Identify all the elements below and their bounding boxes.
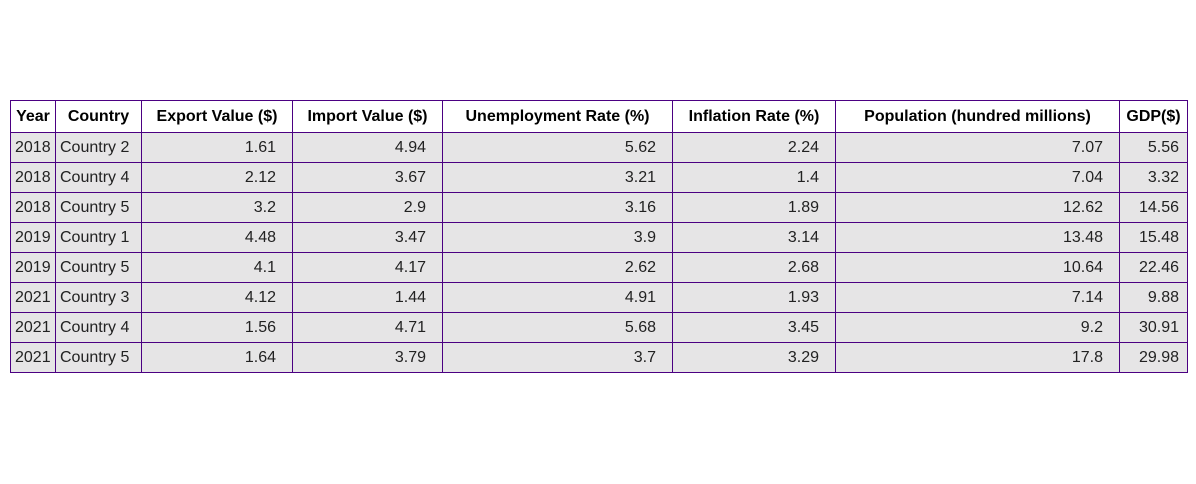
cell-unemployment-rate: 2.62 — [442, 252, 673, 283]
table-row: 2019 Country 1 4.48 3.47 3.9 3.14 13.48 15.48 — [10, 222, 1188, 253]
cell-year: 2021 — [10, 312, 56, 343]
table-row: 2019 Country 5 4.1 4.17 2.62 2.68 10.64 22.46 — [10, 252, 1188, 283]
cell-unemployment-rate: 4.91 — [442, 282, 673, 313]
cell-import-value: 1.44 — [292, 282, 443, 313]
cell-population: 7.04 — [835, 162, 1120, 193]
table-row: 2021 Country 4 1.56 4.71 5.68 3.45 9.2 30.91 — [10, 312, 1188, 343]
cell-import-value: 3.79 — [292, 342, 443, 373]
table-row: 2021 Country 5 1.64 3.79 3.7 3.29 17.8 29.98 — [10, 342, 1188, 373]
cell-country: Country 5 — [55, 342, 142, 373]
cell-export-value: 4.1 — [141, 252, 293, 283]
cell-gdp: 3.32 — [1119, 162, 1188, 193]
cell-year: 2018 — [10, 192, 56, 223]
cell-population: 10.64 — [835, 252, 1120, 283]
cell-import-value: 3.67 — [292, 162, 443, 193]
cell-inflation-rate: 3.45 — [672, 312, 836, 343]
cell-population: 13.48 — [835, 222, 1120, 253]
cell-year: 2018 — [10, 132, 56, 163]
column-header-country: Country — [55, 100, 142, 133]
cell-gdp: 14.56 — [1119, 192, 1188, 223]
cell-population: 7.07 — [835, 132, 1120, 163]
table-body: 2018 Country 2 1.61 4.94 5.62 2.24 7.07 5.56 201… — [10, 132, 1188, 373]
column-header-gdp: GDP($) — [1119, 100, 1188, 133]
cell-population: 9.2 — [835, 312, 1120, 343]
cell-import-value: 3.47 — [292, 222, 443, 253]
cell-export-value: 4.48 — [141, 222, 293, 253]
cell-unemployment-rate: 3.9 — [442, 222, 673, 253]
cell-inflation-rate: 2.24 — [672, 132, 836, 163]
cell-country: Country 5 — [55, 192, 142, 223]
cell-unemployment-rate: 3.7 — [442, 342, 673, 373]
cell-inflation-rate: 3.14 — [672, 222, 836, 253]
cell-population: 12.62 — [835, 192, 1120, 223]
table-row: 2021 Country 3 4.12 1.44 4.91 1.93 7.14 9.88 — [10, 282, 1188, 313]
cell-export-value: 2.12 — [141, 162, 293, 193]
cell-population: 7.14 — [835, 282, 1120, 313]
column-header-population: Population (hundred millions) — [835, 100, 1120, 133]
cell-country: Country 4 — [55, 162, 142, 193]
cell-inflation-rate: 1.4 — [672, 162, 836, 193]
cell-inflation-rate: 3.29 — [672, 342, 836, 373]
cell-year: 2018 — [10, 162, 56, 193]
cell-inflation-rate: 1.93 — [672, 282, 836, 313]
cell-gdp: 9.88 — [1119, 282, 1188, 313]
cell-import-value: 2.9 — [292, 192, 443, 223]
column-header-inflation-rate: Inflation Rate (%) — [672, 100, 836, 133]
cell-export-value: 1.56 — [141, 312, 293, 343]
cell-year: 2021 — [10, 342, 56, 373]
cell-year: 2019 — [10, 252, 56, 283]
cell-export-value: 4.12 — [141, 282, 293, 313]
cell-unemployment-rate: 3.16 — [442, 192, 673, 223]
cell-inflation-rate: 2.68 — [672, 252, 836, 283]
cell-export-value: 1.64 — [141, 342, 293, 373]
column-header-import-value: Import Value ($) — [292, 100, 443, 133]
cell-export-value: 3.2 — [141, 192, 293, 223]
cell-country: Country 4 — [55, 312, 142, 343]
cell-country: Country 2 — [55, 132, 142, 163]
cell-gdp: 29.98 — [1119, 342, 1188, 373]
cell-gdp: 15.48 — [1119, 222, 1188, 253]
column-header-unemployment-rate: Unemployment Rate (%) — [442, 100, 673, 133]
cell-inflation-rate: 1.89 — [672, 192, 836, 223]
cell-country: Country 1 — [55, 222, 142, 253]
cell-unemployment-rate: 5.68 — [442, 312, 673, 343]
column-header-year: Year — [10, 100, 56, 133]
cell-country: Country 3 — [55, 282, 142, 313]
cell-year: 2019 — [10, 222, 56, 253]
table-row: 2018 Country 5 3.2 2.9 3.16 1.89 12.62 14.56 — [10, 192, 1188, 223]
cell-unemployment-rate: 3.21 — [442, 162, 673, 193]
data-table-container: Year Country Export Value ($) Import Val… — [10, 100, 1188, 373]
cell-import-value: 4.94 — [292, 132, 443, 163]
data-table: Year Country Export Value ($) Import Val… — [10, 100, 1188, 373]
cell-population: 17.8 — [835, 342, 1120, 373]
column-header-export-value: Export Value ($) — [141, 100, 293, 133]
table-row: 2018 Country 2 1.61 4.94 5.62 2.24 7.07 5.56 — [10, 132, 1188, 163]
cell-gdp: 30.91 — [1119, 312, 1188, 343]
cell-import-value: 4.17 — [292, 252, 443, 283]
cell-country: Country 5 — [55, 252, 142, 283]
table-row: 2018 Country 4 2.12 3.67 3.21 1.4 7.04 3.32 — [10, 162, 1188, 193]
table-header-row: Year Country Export Value ($) Import Val… — [10, 100, 1188, 133]
cell-import-value: 4.71 — [292, 312, 443, 343]
cell-gdp: 22.46 — [1119, 252, 1188, 283]
cell-unemployment-rate: 5.62 — [442, 132, 673, 163]
cell-year: 2021 — [10, 282, 56, 313]
cell-export-value: 1.61 — [141, 132, 293, 163]
cell-gdp: 5.56 — [1119, 132, 1188, 163]
